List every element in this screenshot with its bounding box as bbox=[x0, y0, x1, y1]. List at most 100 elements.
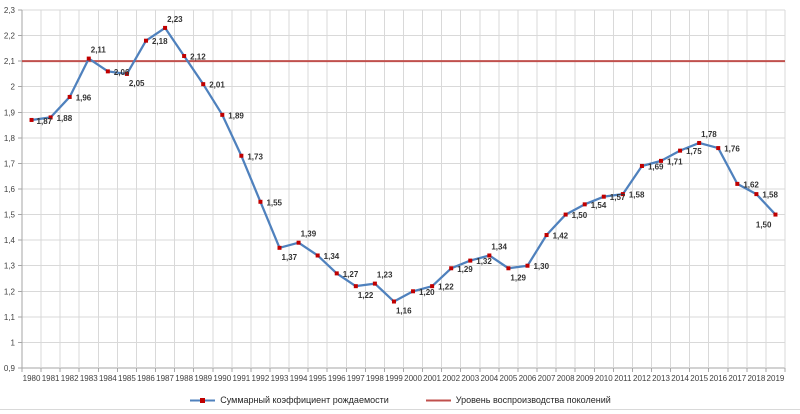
svg-text:1982: 1982 bbox=[61, 374, 79, 383]
svg-text:1,62: 1,62 bbox=[743, 180, 759, 189]
svg-text:1999: 1999 bbox=[385, 374, 403, 383]
svg-text:1,87: 1,87 bbox=[37, 117, 53, 126]
svg-text:1,58: 1,58 bbox=[629, 191, 645, 200]
svg-text:1992: 1992 bbox=[252, 374, 270, 383]
svg-text:2,1: 2,1 bbox=[4, 57, 16, 66]
svg-text:1,2: 1,2 bbox=[4, 287, 16, 296]
svg-text:1,34: 1,34 bbox=[491, 242, 507, 251]
svg-text:2,18: 2,18 bbox=[152, 37, 168, 46]
svg-text:1,34: 1,34 bbox=[324, 252, 340, 261]
svg-text:2,01: 2,01 bbox=[209, 81, 225, 90]
svg-text:2,2: 2,2 bbox=[4, 32, 16, 41]
svg-text:2008: 2008 bbox=[557, 374, 575, 383]
svg-text:1,22: 1,22 bbox=[438, 283, 454, 292]
axis-ticks bbox=[18, 9, 786, 372]
svg-text:2015: 2015 bbox=[690, 374, 708, 383]
svg-text:1,8: 1,8 bbox=[4, 134, 16, 143]
svg-text:1,39: 1,39 bbox=[301, 230, 317, 239]
svg-text:2004: 2004 bbox=[480, 374, 498, 383]
svg-text:2,11: 2,11 bbox=[91, 46, 107, 55]
svg-text:2,05: 2,05 bbox=[129, 79, 145, 88]
fertility-markers bbox=[29, 25, 778, 304]
svg-text:1,30: 1,30 bbox=[533, 262, 549, 271]
y-tick-labels: 2,3 2,2 2,1 2 1,9 1,8 1,7 1,6 1,5 1,4 1,3 1,2 1,1 1 0,… bbox=[4, 6, 16, 373]
svg-text:1995: 1995 bbox=[309, 374, 327, 383]
svg-text:1,50: 1,50 bbox=[756, 221, 772, 230]
svg-text:1983: 1983 bbox=[80, 374, 98, 383]
fertility-chart-plot: 2,32,22,121,91,81,71,61,51,41,31,21,110,… bbox=[4, 6, 786, 383]
svg-text:2006: 2006 bbox=[519, 374, 537, 383]
data-labels: 1,87 1,88 1,96 2,11 2,06 2,05 2,18 2,23 2,12 2,01… bbox=[37, 15, 779, 316]
legend-label-replacement: Уровень воспроизводства поколений bbox=[455, 395, 611, 405]
svg-text:1987: 1987 bbox=[156, 374, 174, 383]
svg-text:1: 1 bbox=[11, 338, 16, 347]
svg-text:1,75: 1,75 bbox=[686, 147, 702, 156]
svg-text:1980: 1980 bbox=[23, 374, 41, 383]
svg-text:2003: 2003 bbox=[461, 374, 479, 383]
svg-text:2011: 2011 bbox=[614, 374, 632, 383]
fertility-line bbox=[30, 26, 777, 303]
svg-text:1,32: 1,32 bbox=[476, 257, 492, 266]
replacement-legend-line-icon bbox=[425, 399, 451, 402]
svg-text:2002: 2002 bbox=[442, 374, 460, 383]
svg-text:1996: 1996 bbox=[328, 374, 346, 383]
svg-text:1998: 1998 bbox=[366, 374, 384, 383]
fertility-legend-line-icon bbox=[190, 398, 216, 403]
svg-text:1,22: 1,22 bbox=[358, 291, 374, 300]
svg-text:0,9: 0,9 bbox=[4, 364, 16, 373]
svg-text:1,29: 1,29 bbox=[510, 273, 526, 282]
svg-text:1,27: 1,27 bbox=[343, 270, 359, 279]
svg-text:1,5: 1,5 bbox=[4, 211, 16, 220]
svg-text:2016: 2016 bbox=[709, 374, 727, 383]
svg-text:1,96: 1,96 bbox=[76, 93, 92, 102]
legend-item-fertility: Суммарный коэффициент рождаемости bbox=[189, 395, 389, 406]
svg-text:2013: 2013 bbox=[652, 374, 670, 383]
svg-text:1,71: 1,71 bbox=[667, 157, 683, 166]
svg-text:1981: 1981 bbox=[42, 374, 60, 383]
svg-text:2,06: 2,06 bbox=[114, 68, 130, 77]
svg-text:2005: 2005 bbox=[500, 374, 518, 383]
svg-text:1,89: 1,89 bbox=[228, 111, 244, 120]
svg-text:1,3: 1,3 bbox=[4, 262, 16, 271]
svg-text:1989: 1989 bbox=[194, 374, 212, 383]
svg-text:1984: 1984 bbox=[99, 374, 117, 383]
svg-text:1,6: 1,6 bbox=[4, 185, 16, 194]
svg-text:1993: 1993 bbox=[271, 374, 289, 383]
legend-item-replacement: Уровень воспроизводства поколений bbox=[425, 395, 611, 406]
svg-text:1997: 1997 bbox=[347, 374, 365, 383]
svg-text:1,76: 1,76 bbox=[724, 145, 740, 154]
legend: Суммарный коэффициент рождаемости Уровен… bbox=[0, 395, 800, 406]
svg-text:2012: 2012 bbox=[633, 374, 651, 383]
svg-text:1990: 1990 bbox=[213, 374, 231, 383]
svg-text:1,23: 1,23 bbox=[377, 271, 393, 280]
svg-text:2007: 2007 bbox=[538, 374, 556, 383]
svg-text:1,73: 1,73 bbox=[247, 152, 263, 161]
svg-text:1985: 1985 bbox=[118, 374, 136, 383]
svg-text:2014: 2014 bbox=[671, 374, 689, 383]
svg-text:2,12: 2,12 bbox=[190, 53, 206, 62]
svg-text:1,7: 1,7 bbox=[4, 159, 16, 168]
svg-text:1,88: 1,88 bbox=[57, 114, 73, 123]
svg-text:2009: 2009 bbox=[576, 374, 594, 383]
legend-label-fertility: Суммарный коэффициент рождаемости bbox=[220, 395, 389, 405]
svg-text:1,29: 1,29 bbox=[457, 265, 473, 274]
svg-text:2010: 2010 bbox=[595, 374, 613, 383]
svg-text:1,78: 1,78 bbox=[701, 130, 717, 139]
svg-text:1,1: 1,1 bbox=[4, 313, 16, 322]
svg-text:2019: 2019 bbox=[767, 374, 785, 383]
gridlines bbox=[21, 9, 786, 369]
svg-text:2001: 2001 bbox=[423, 374, 441, 383]
svg-text:1994: 1994 bbox=[290, 374, 308, 383]
svg-text:1,42: 1,42 bbox=[553, 232, 569, 241]
svg-text:1986: 1986 bbox=[137, 374, 155, 383]
chart-bottom-border bbox=[0, 409, 800, 410]
svg-text:2: 2 bbox=[11, 83, 16, 92]
svg-text:2,23: 2,23 bbox=[167, 15, 183, 24]
svg-text:1988: 1988 bbox=[175, 374, 193, 383]
svg-text:1,50: 1,50 bbox=[572, 211, 588, 220]
svg-text:1,16: 1,16 bbox=[396, 307, 412, 316]
svg-text:1,58: 1,58 bbox=[762, 191, 778, 200]
svg-text:1,69: 1,69 bbox=[648, 162, 664, 171]
svg-text:2000: 2000 bbox=[404, 374, 422, 383]
